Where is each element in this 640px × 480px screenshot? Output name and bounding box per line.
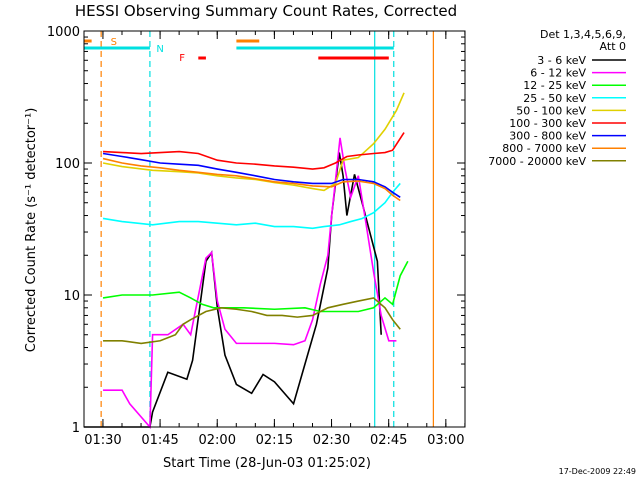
x-tick-label: 02:00 [199,433,236,448]
series-line-3 [102,182,401,230]
series-line-2 [102,260,409,313]
timestamp: 17-Dec-2009 22:49 [559,467,636,476]
x-axis-label: Start Time (28-Jun-03 01:25:02) [163,456,371,471]
legend-header-line-2: Att 0 [600,40,626,53]
plot-area: S N F [84,31,434,430]
series-line-6 [102,152,401,198]
y-tick-label: 10 [63,289,80,304]
legend-label: 6 - 12 keV [530,67,586,80]
x-tick-label: 01:45 [141,433,178,448]
y-tick-label: 1 [72,421,80,436]
y-axis-label: Corrected Count Rate (s⁻¹ detector⁻¹) [24,108,39,353]
series-line-5 [103,132,405,170]
x-tick-label: 02:30 [313,433,350,448]
x-tick-label: 02:15 [256,433,293,448]
legend-label: 800 - 7000 keV [502,142,586,155]
y-tick-label: 1000 [47,25,80,40]
legend-label: 7000 - 20000 keV [488,155,586,168]
x-tick-label: 03:00 [427,433,464,448]
series-line-7 [102,157,401,202]
series-line-0 [84,152,382,428]
series-line-8 [103,297,401,345]
legend-label: 25 - 50 keV [523,92,586,105]
legend-label: 100 - 300 keV [509,117,586,130]
x-tick-label: 02:45 [370,433,407,448]
axes: 1 10 100 1000 01:30 01:45 02:00 02:15 02:30 02:45… [47,25,466,448]
legend-label: 300 - 800 keV [509,130,586,143]
legend-label: 3 - 6 keV [537,54,586,67]
marker-label-s: S [111,37,117,48]
plot-frame [83,30,466,428]
legend-header-line-1: Det 1,3,4,5,6,9, [540,28,626,41]
marker-label-n: N [156,44,163,55]
series-line-4 [102,92,405,192]
legend-label: 12 - 25 keV [523,79,586,92]
y-tick-label: 100 [55,157,80,172]
chart-title: HESSI Observing Summary Count Rates, Cor… [75,2,457,20]
marker-label-f: F [179,53,185,64]
x-tick-label: 01:30 [84,433,121,448]
legend-label: 50 - 100 keV [516,104,586,117]
